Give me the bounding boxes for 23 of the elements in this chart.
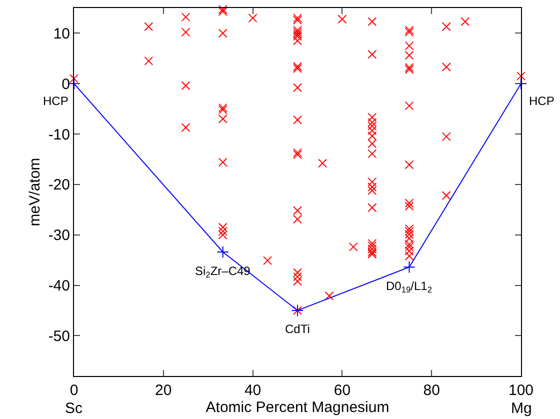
annotation: Si$_{2}$Zr–C49	[195, 264, 251, 280]
annotation: HCP	[43, 94, 68, 108]
x-axis-title: Atomic Percent Magnesium	[206, 399, 390, 416]
x-tick-label: 100	[508, 382, 534, 399]
y-tick-label: 0	[62, 76, 70, 93]
point	[403, 261, 416, 274]
text: Mg	[511, 400, 532, 417]
y-tick-label: 10	[53, 25, 70, 42]
annotation: D0$_{19}$/L1$_{2}$	[386, 279, 432, 295]
y-tick-label: -50	[48, 328, 70, 345]
y-tick-label: -30	[48, 227, 70, 244]
x-tick-label: 60	[334, 382, 351, 399]
point	[216, 246, 229, 258]
y-axis-title: meV/atom	[26, 158, 44, 226]
text: Sc	[65, 400, 84, 417]
y-tick-label: -10	[48, 126, 70, 144]
x-tick-label: 20	[155, 382, 172, 399]
annotation: CdTi	[285, 322, 310, 336]
x-tick-label: 40	[244, 382, 262, 399]
y-tick-label: -20	[48, 176, 70, 194]
x-tick-label: 80	[423, 382, 440, 399]
annotation: HCP	[529, 94, 554, 108]
y-tick-label: -40	[48, 278, 70, 295]
